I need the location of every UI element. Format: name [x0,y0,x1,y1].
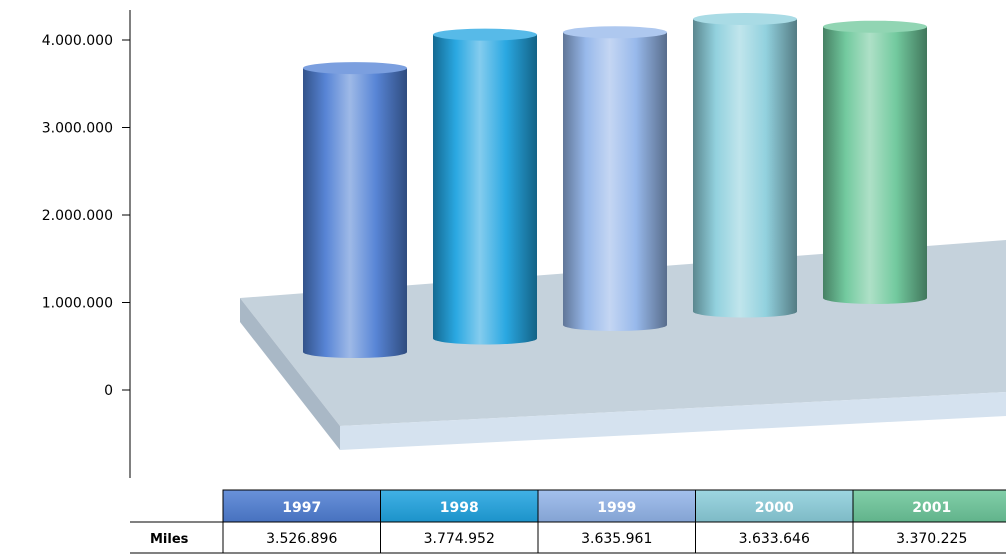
table-header-cell [222,489,381,523]
cylinder-top-cap [303,62,407,75]
cylinder-body [433,34,537,345]
table-row-label-miles: Miles [150,532,189,547]
cylinder-1997 [303,62,407,358]
cylinder-body [693,18,797,318]
cylinder-top-cap [823,20,927,33]
data-table: Miles 1997 3.526.896 1998 3.774.952 1999 3.63… [130,489,1006,554]
cylinder-2001 [823,20,927,304]
chart-floor-platform [240,240,1006,450]
table-header-1997: 1997 [282,500,321,516]
table-header-1999: 1999 [597,500,636,516]
y-tick-label: 0 [104,383,113,399]
y-axis-ticks: 4.000.000 3.000.000 2.000.000 1.000.000 0 [42,33,130,399]
y-tick-label: 2.000.000 [42,208,113,224]
table-value-2001: 3.370.225 [896,531,967,547]
table-header-1998: 1998 [440,500,479,516]
table-header-cell [380,489,539,523]
y-tick-label: 1.000.000 [42,296,113,312]
cylinder-series-miles [303,12,927,358]
platform-front [340,392,1006,450]
table-header-2000: 2000 [755,500,794,516]
table-value-1997: 3.526.896 [266,531,337,547]
platform-top [240,240,1006,426]
cylinder-top-cap [693,12,797,25]
table-value-1999: 3.635.961 [581,531,652,547]
cylinder-body [303,68,407,358]
cylinder-body [823,26,927,304]
table-header-2001: 2001 [912,500,951,516]
platform-side [240,298,340,450]
y-tick-label: 4.000.000 [42,33,113,49]
table-header-cell [537,489,696,523]
table-header-cell [695,489,854,523]
cylinder-top-cap [563,26,667,39]
cylinder-2000 [693,12,797,318]
y-tick-label: 3.000.000 [42,121,113,137]
table-header-cell [852,489,1006,523]
table-value-2000: 3.633.646 [739,531,810,547]
cylinder-body [563,32,667,331]
cylinder-1998 [433,28,537,345]
cylinder-top-cap [433,28,537,41]
table-value-1998: 3.774.952 [424,531,495,547]
cylinder-1999 [563,26,667,331]
